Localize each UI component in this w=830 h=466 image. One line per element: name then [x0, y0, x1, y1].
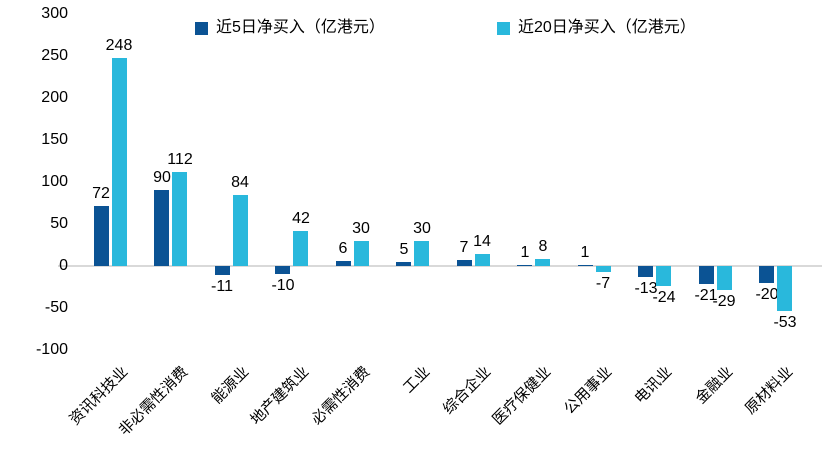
y-axis-tick-label: 100 — [41, 173, 68, 190]
legend-item-series-2: 近20日净买入（亿港元） — [497, 20, 696, 36]
bar-value-label: 72 — [92, 184, 110, 202]
legend-label-series-1: 近5日净买入（亿港元） — [216, 19, 385, 36]
bar-value-label: 30 — [413, 219, 431, 237]
bar-value-label: -11 — [211, 278, 233, 296]
bar-value-label: 7 — [459, 239, 469, 257]
y-axis-tick-label: 150 — [41, 131, 68, 148]
bar — [215, 266, 230, 276]
bar — [94, 205, 109, 266]
bar — [656, 266, 671, 287]
bar-value-label: -10 — [271, 277, 295, 295]
x-axis-category-text: 必需性消费 — [308, 363, 374, 429]
y-axis-tick-label: 300 — [41, 5, 68, 22]
legend-item-series-1: 近5日净买入（亿港元） — [195, 20, 385, 36]
y-axis-tick-label: 200 — [41, 89, 68, 106]
x-axis-category-text: 综合企业 — [439, 363, 495, 418]
y-axis-tick-label: 0 — [59, 257, 68, 274]
bar — [517, 265, 532, 267]
bar-value-label: -13 — [634, 279, 658, 297]
bar-value-label: 5 — [399, 240, 409, 258]
bar — [699, 266, 714, 284]
legend-swatch-light-blue — [497, 21, 510, 35]
bar — [535, 259, 550, 266]
x-axis-category-text: 地产建筑业 — [247, 363, 313, 429]
x-axis-category-text: 医疗保健业 — [489, 363, 555, 429]
x-axis-category-text: 能源业 — [208, 363, 253, 408]
bar-value-label: 1 — [580, 244, 590, 262]
bar — [293, 230, 308, 266]
bar-value-label: 84 — [231, 174, 249, 192]
bar — [396, 261, 411, 266]
x-axis-category-text: 原材料业 — [741, 363, 797, 418]
bar-value-label: 1 — [520, 244, 530, 262]
bar-value-label: -20 — [755, 285, 779, 303]
legend-swatch-dark-blue — [195, 21, 208, 35]
y-axis-tick-label: 50 — [50, 215, 68, 232]
y-axis-tick-label: -50 — [44, 299, 68, 316]
bar-value-label: -53 — [773, 313, 797, 331]
bar-value-label: -29 — [712, 293, 736, 311]
bar-value-label: 30 — [352, 219, 370, 237]
bar-value-label: 8 — [538, 238, 548, 256]
x-axis-category-text: 工业 — [400, 363, 434, 397]
x-axis-zero-line — [58, 265, 822, 267]
bar — [475, 254, 490, 266]
bar-value-label: 90 — [153, 169, 171, 187]
bar — [336, 260, 351, 266]
bar-value-label: -21 — [694, 286, 718, 304]
bar-value-label: 248 — [105, 36, 133, 54]
bar — [578, 265, 593, 267]
bar-value-label: 112 — [167, 150, 193, 168]
x-axis-category-text: 公用事业 — [560, 363, 616, 418]
x-axis-category-text: 电讯业 — [631, 363, 676, 408]
bar — [172, 171, 187, 266]
bar — [154, 190, 169, 266]
bar-value-label: 14 — [473, 233, 491, 251]
bar-value-label: 42 — [292, 209, 310, 227]
bar — [112, 57, 127, 266]
bar — [414, 240, 429, 266]
bar-value-label: 6 — [338, 239, 348, 257]
bar-value-label: -7 — [595, 274, 611, 292]
bar — [759, 266, 774, 283]
bar — [457, 260, 472, 266]
bar — [638, 266, 653, 277]
x-axis-category-text: 金融业 — [692, 363, 737, 408]
bar — [233, 195, 248, 266]
bar — [275, 266, 290, 275]
bar — [717, 266, 732, 291]
bar — [777, 266, 792, 311]
bar — [596, 266, 611, 272]
x-axis-category-text: 资讯科技业 — [66, 363, 132, 429]
bar — [354, 240, 369, 266]
bar-value-label: -24 — [652, 289, 676, 307]
legend-label-series-2: 近20日净买入（亿港元） — [518, 19, 696, 36]
y-axis-tick-label: -100 — [35, 341, 68, 358]
y-axis-tick-label: 250 — [41, 47, 68, 64]
